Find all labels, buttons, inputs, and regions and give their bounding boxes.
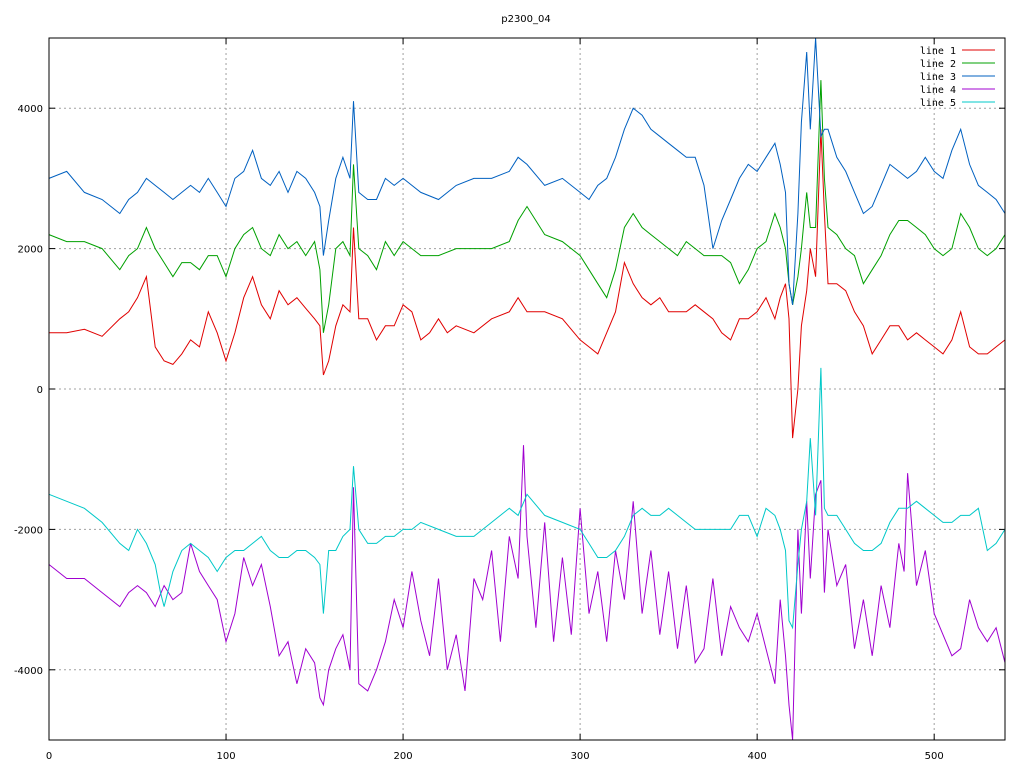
legend-label: line 1	[920, 46, 956, 57]
x-tick-label: 200	[394, 751, 413, 762]
legend-label: line 4	[920, 85, 956, 96]
series-line-4	[48, 445, 1006, 741]
x-tick-label: 0	[46, 751, 52, 762]
tick-layer: 0 100 200 300 400 500 -4000 -2000 0 2000 4000	[14, 38, 1005, 762]
y-tick-label: 0	[37, 385, 43, 396]
legend-label: line 2	[920, 59, 956, 70]
plot-frame	[48, 37, 1006, 741]
legend-label: line 3	[920, 72, 956, 83]
legend-label: line 5	[920, 98, 956, 109]
y-tick-label: 4000	[18, 104, 43, 115]
x-tick-label: 300	[571, 751, 590, 762]
x-tick-label: 500	[925, 751, 944, 762]
x-tick-label: 400	[748, 751, 767, 762]
y-tick-label: 2000	[18, 245, 43, 256]
y-tick-label: -2000	[14, 525, 43, 536]
series-line-5	[48, 367, 1006, 630]
series-line-2	[48, 80, 1006, 333]
x-tick-label: 100	[216, 751, 235, 762]
series-layer	[48, 37, 1006, 741]
series-line-3	[48, 37, 1006, 305]
legend: line 1 line 2 line 3 line 4 line 5	[920, 46, 995, 109]
y-tick-label: -4000	[14, 666, 43, 677]
chart-title: p2300_04	[501, 14, 551, 25]
series-line-1	[49, 129, 1006, 439]
